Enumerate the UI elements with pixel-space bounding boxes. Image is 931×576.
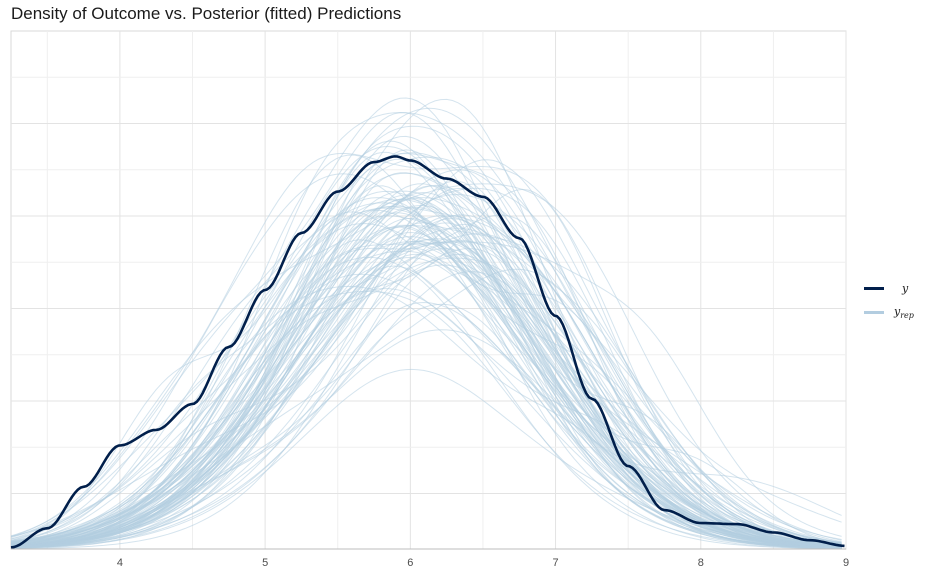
x-tick-label: 4 bbox=[117, 557, 123, 569]
x-tick-label: 9 bbox=[843, 557, 849, 569]
yrep-draw-line bbox=[10, 225, 842, 548]
x-tick-label: 5 bbox=[262, 557, 268, 569]
yrep-draw-line bbox=[10, 152, 842, 548]
yrep-draw-line bbox=[10, 152, 842, 547]
yrep-draw-line bbox=[10, 107, 842, 545]
yrep-draw-line bbox=[10, 111, 842, 544]
observed-density bbox=[10, 155, 845, 549]
legend-key-yrep bbox=[864, 310, 884, 314]
yrep-draw-line bbox=[10, 198, 842, 549]
yrep-draw-line bbox=[10, 329, 842, 549]
legend-item-y: y bbox=[864, 276, 924, 300]
legend-label-yrep: yrep bbox=[894, 305, 914, 320]
yrep-draw-line bbox=[10, 222, 842, 549]
yrep-draw-line bbox=[10, 152, 842, 546]
yrep-draw-line bbox=[10, 239, 842, 548]
x-tick-label: 6 bbox=[407, 557, 413, 569]
chart-title: Density of Outcome vs. Posterior (fitted… bbox=[11, 4, 402, 23]
yrep-draw-line bbox=[10, 172, 842, 549]
yrep-draw-line bbox=[10, 187, 842, 548]
legend-label-y: y bbox=[902, 281, 909, 295]
yrep-draw-line bbox=[10, 206, 842, 549]
yrep-draw-line bbox=[10, 214, 842, 550]
yrep-draws bbox=[10, 97, 842, 550]
x-tick-label: 7 bbox=[553, 557, 559, 569]
yrep-draw-line bbox=[10, 212, 842, 548]
yrep-draw-line bbox=[10, 250, 842, 547]
legend-label-yrep-subscript: rep bbox=[900, 310, 914, 320]
yrep-draw-line bbox=[10, 211, 842, 546]
yrep-draw-line bbox=[10, 222, 842, 548]
yrep-draw-line bbox=[10, 191, 842, 549]
x-tick-label: 8 bbox=[698, 557, 704, 569]
legend-label-yrep-symbol: y bbox=[894, 304, 901, 318]
yrep-draw-line bbox=[10, 223, 842, 549]
legend-item-yrep: yrep bbox=[864, 300, 924, 324]
yrep-draw-line bbox=[10, 268, 842, 546]
yrep-draw-line bbox=[10, 240, 842, 550]
legend-key-y bbox=[864, 286, 884, 290]
observed-density-line bbox=[10, 155, 845, 549]
legend: y yrep bbox=[864, 276, 924, 324]
yrep-draw-line bbox=[10, 183, 842, 544]
yrep-draw-line bbox=[10, 206, 842, 549]
yrep-draw-line bbox=[10, 156, 842, 549]
x-axis: 4 5 6 7 8 9 bbox=[11, 548, 849, 569]
